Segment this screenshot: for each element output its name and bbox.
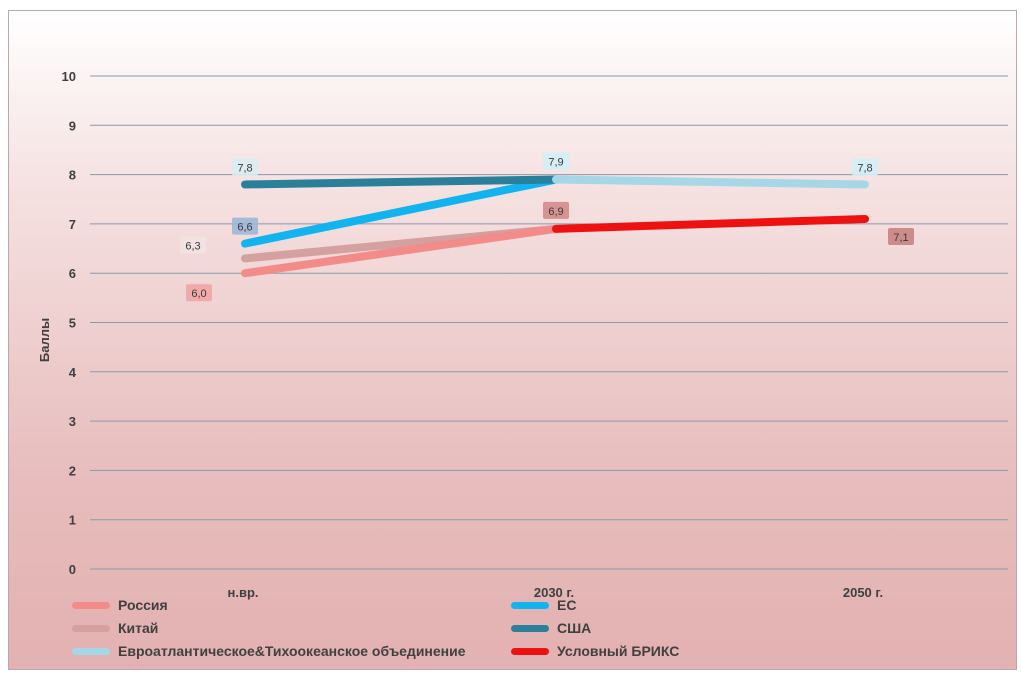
svg-text:7,8: 7,8 bbox=[857, 162, 872, 174]
legend-item: Евроатлантическое&Тихоокеанское объедине… bbox=[72, 643, 466, 659]
series-lines bbox=[241, 175, 869, 278]
legend-item: Россия bbox=[72, 597, 168, 613]
legend-swatch bbox=[511, 601, 549, 609]
legend-label: Условный БРИКС bbox=[557, 643, 680, 659]
data-label: 7,9 bbox=[543, 152, 569, 170]
y-tick-label: 10 bbox=[62, 69, 76, 84]
x-tick-label: н.вр. bbox=[227, 585, 258, 600]
y-tick-label: 6 bbox=[69, 266, 76, 281]
x-tick-labels: н.вр. 2030 г. 2050 г. bbox=[227, 585, 883, 600]
legend-swatch bbox=[72, 624, 110, 632]
data-labels: 6,0 6,3 6,9 6,6 7,8 7,9 7,8 7,1 bbox=[180, 152, 914, 302]
y-tick-labels: 0 1 2 3 4 5 6 7 8 9 10 bbox=[62, 69, 77, 577]
svg-text:6,9: 6,9 bbox=[548, 206, 563, 218]
chart-frame bbox=[8, 10, 1017, 670]
data-label: 7,8 bbox=[232, 158, 258, 176]
y-tick-label: 7 bbox=[69, 217, 76, 232]
legend-swatch bbox=[72, 601, 110, 609]
svg-text:6,3: 6,3 bbox=[185, 240, 200, 252]
series-line bbox=[241, 175, 560, 248]
x-tick-label: 2030 г. bbox=[534, 585, 574, 600]
svg-text:7,8: 7,8 bbox=[237, 162, 252, 174]
svg-text:6,6: 6,6 bbox=[237, 222, 252, 234]
y-tick-label: 5 bbox=[69, 316, 76, 331]
data-label: 7,8 bbox=[852, 158, 878, 176]
legend-swatch bbox=[511, 624, 549, 632]
y-tick-label: 1 bbox=[69, 513, 76, 528]
y-tick-label: 2 bbox=[69, 463, 76, 478]
data-label: 6,6 bbox=[232, 217, 258, 235]
data-label: 6,0 bbox=[186, 284, 212, 302]
y-tick-label: 4 bbox=[69, 365, 77, 380]
y-tick-label: 8 bbox=[69, 168, 76, 183]
legend-item: Китай bbox=[72, 620, 158, 636]
svg-text:7,1: 7,1 bbox=[893, 232, 908, 244]
legend-label: Россия bbox=[118, 597, 168, 613]
svg-text:6,0: 6,0 bbox=[191, 288, 206, 300]
data-label: 7,1 bbox=[888, 227, 914, 245]
series-line bbox=[552, 175, 869, 189]
series-line bbox=[241, 175, 560, 189]
y-axis-label: Баллы bbox=[37, 318, 52, 362]
legend-label: США bbox=[557, 620, 592, 636]
legend-item: ЕС bbox=[511, 597, 576, 613]
legend-swatch bbox=[72, 647, 110, 655]
y-tick-label: 0 bbox=[69, 562, 76, 577]
legend-item: Условный БРИКС bbox=[511, 643, 679, 659]
legend-label: ЕС bbox=[557, 597, 577, 613]
x-tick-label: 2050 г. bbox=[843, 585, 883, 600]
legend-swatch bbox=[511, 647, 549, 655]
y-tick-label: 3 bbox=[69, 414, 76, 429]
svg-text:7,9: 7,9 bbox=[548, 157, 563, 169]
data-label: 6,3 bbox=[180, 236, 206, 254]
legend-label: Евроатлантическое&Тихоокеанское объедине… bbox=[118, 643, 466, 659]
data-label: 6,9 bbox=[543, 201, 569, 219]
series-line bbox=[552, 214, 869, 233]
y-tick-label: 9 bbox=[69, 118, 76, 133]
legend-item: США bbox=[511, 620, 591, 636]
series-line bbox=[241, 224, 560, 278]
legend-label: Китай bbox=[118, 620, 159, 636]
